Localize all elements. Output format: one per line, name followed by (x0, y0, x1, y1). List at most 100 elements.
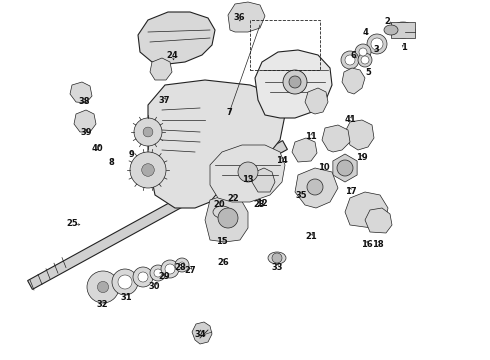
Text: 38: 38 (78, 97, 90, 106)
Polygon shape (255, 50, 332, 118)
Text: 30: 30 (148, 282, 160, 291)
Polygon shape (70, 82, 92, 103)
Text: 28: 28 (174, 263, 186, 272)
Ellipse shape (268, 252, 286, 264)
Text: 35: 35 (295, 191, 307, 199)
Text: 23: 23 (253, 200, 265, 209)
Text: 13: 13 (242, 175, 253, 184)
Polygon shape (138, 12, 215, 64)
Text: 29: 29 (158, 272, 170, 281)
Text: 36: 36 (233, 13, 245, 22)
Text: 16: 16 (361, 240, 372, 248)
Circle shape (138, 272, 148, 282)
Circle shape (150, 265, 166, 281)
Circle shape (118, 275, 132, 289)
Polygon shape (150, 58, 172, 80)
Circle shape (175, 258, 189, 272)
Circle shape (130, 152, 166, 188)
Circle shape (371, 38, 383, 50)
Polygon shape (295, 168, 338, 208)
Text: 4: 4 (362, 28, 368, 37)
Ellipse shape (384, 25, 398, 35)
Circle shape (337, 160, 353, 176)
Polygon shape (345, 120, 374, 150)
Circle shape (134, 118, 162, 146)
Text: 34: 34 (194, 330, 206, 338)
Polygon shape (345, 192, 388, 228)
Polygon shape (210, 145, 285, 202)
Text: 14: 14 (276, 156, 288, 165)
Circle shape (341, 51, 359, 69)
Polygon shape (305, 88, 328, 114)
Circle shape (98, 282, 109, 293)
Text: 12: 12 (256, 199, 268, 208)
Polygon shape (212, 165, 238, 192)
Polygon shape (148, 80, 285, 208)
Text: 40: 40 (91, 144, 103, 153)
Circle shape (154, 269, 162, 277)
Text: 25: 25 (67, 220, 78, 229)
Circle shape (142, 164, 154, 176)
Circle shape (179, 262, 185, 268)
Circle shape (87, 271, 119, 303)
Ellipse shape (391, 22, 415, 38)
Text: 6: 6 (351, 51, 357, 60)
Text: 32: 32 (96, 300, 108, 309)
Polygon shape (74, 110, 96, 132)
Polygon shape (322, 125, 350, 152)
Text: 2: 2 (384, 17, 390, 26)
Polygon shape (252, 168, 275, 192)
Text: 26: 26 (217, 258, 229, 266)
Ellipse shape (213, 206, 231, 218)
Text: 37: 37 (158, 96, 170, 105)
Circle shape (143, 127, 153, 137)
Text: 31: 31 (121, 292, 132, 302)
Text: 18: 18 (372, 240, 384, 248)
Polygon shape (292, 138, 317, 162)
Text: 33: 33 (271, 263, 283, 272)
Circle shape (359, 48, 367, 56)
Circle shape (283, 70, 307, 94)
Polygon shape (342, 68, 365, 94)
Bar (250, 20, 320, 70)
Polygon shape (228, 2, 265, 32)
Polygon shape (192, 322, 212, 344)
Circle shape (165, 264, 175, 274)
Text: 41: 41 (344, 115, 356, 124)
Circle shape (272, 253, 282, 263)
Text: 7: 7 (226, 108, 232, 117)
Text: 24: 24 (167, 51, 178, 60)
Circle shape (289, 76, 301, 88)
Text: 39: 39 (80, 128, 92, 137)
Text: 3: 3 (373, 45, 379, 54)
Text: 5: 5 (366, 68, 371, 77)
Circle shape (355, 44, 371, 60)
Polygon shape (333, 154, 357, 182)
Circle shape (238, 162, 258, 182)
Text: 10: 10 (318, 163, 329, 172)
Text: 17: 17 (344, 187, 356, 196)
Text: 19: 19 (356, 153, 368, 162)
Text: 1: 1 (401, 43, 407, 52)
Text: 22: 22 (227, 194, 239, 203)
Text: 8: 8 (109, 158, 115, 167)
Text: 21: 21 (305, 233, 317, 242)
Circle shape (133, 267, 153, 287)
Bar (391, 22, 415, 38)
Text: 9: 9 (128, 150, 134, 159)
Text: 15: 15 (216, 237, 227, 246)
Polygon shape (365, 208, 392, 233)
Circle shape (161, 260, 179, 278)
Polygon shape (205, 195, 248, 242)
Polygon shape (27, 141, 288, 289)
Circle shape (361, 56, 369, 64)
Text: 27: 27 (184, 266, 196, 275)
Circle shape (345, 55, 355, 65)
Circle shape (358, 53, 372, 67)
Text: 11: 11 (305, 132, 317, 141)
Circle shape (367, 34, 387, 54)
Circle shape (218, 208, 238, 228)
Text: 20: 20 (214, 200, 225, 209)
Circle shape (112, 269, 138, 295)
Circle shape (307, 179, 323, 195)
